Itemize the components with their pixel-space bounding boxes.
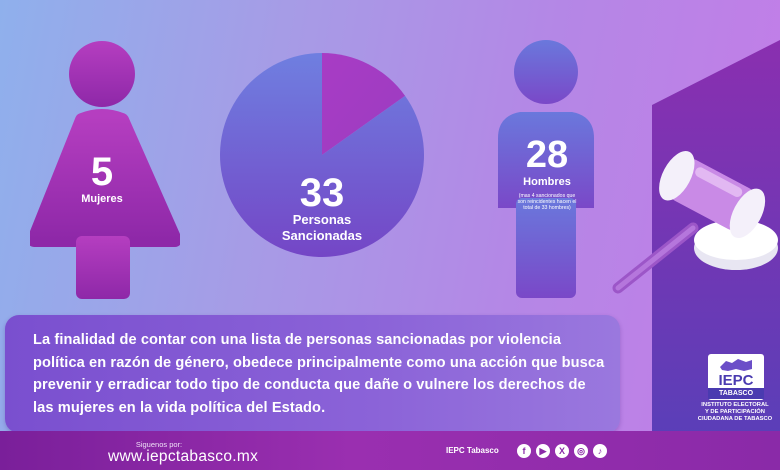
social-handle: IEPC Tabasco [446,446,499,455]
x-icon[interactable]: X [555,444,569,458]
men-note: (mas 4 sancionados que son reincidentes … [503,193,591,212]
logo-line2: Y DE PARTICIPACIÓN [705,409,765,416]
women-label: Mujeres [81,193,123,205]
pie-chart [220,53,424,257]
iepc-logo: IEPC TABASCO [708,354,764,400]
follow-label: Siguenos por: [135,440,183,449]
men-note-line1: (mas 4 sancionados que [518,193,576,199]
logo-acronym: IEPC [718,372,754,389]
tabasco-map-icon [720,359,752,371]
men-count: 28 [525,134,569,176]
women-figure-icon [30,41,180,299]
men-figure-icon [498,40,594,298]
men-note-line3: total de 33 hombres) [523,205,571,212]
gavel-icon [612,151,778,294]
logo-line3: CIUDADANA DE TABASCO [697,416,773,423]
pie-slice-hombres [220,53,424,257]
instagram-icon[interactable]: ◎ [574,444,588,458]
footer-bar [0,431,780,470]
youtube-icon[interactable]: ▶ [536,444,550,458]
logo-caption: INSTITUTO ELECTORAL Y DE PARTICIPACIÓN C… [690,402,780,424]
pie-slice-mujeres [322,53,406,155]
total-count: 33 [299,171,345,215]
men-note-line2: son reincidentes hacen el [517,199,577,206]
logo-state: TABASCO [708,388,764,399]
total-label-line1: Personas [292,212,352,227]
total-label-line2: Sancionadas [281,228,363,243]
total-label: Personas Sancionadas [262,212,382,244]
women-count: 5 [90,150,114,194]
description-banner: La finalidad de contar con una lista de … [5,315,620,433]
website-link[interactable]: www.iepctabasco.mx [108,448,259,465]
men-label: Hombres [523,176,571,188]
facebook-icon[interactable]: f [517,444,531,458]
logo-line1: INSTITUTO ELECTORAL [701,402,769,408]
tiktok-icon[interactable]: ♪ [593,444,607,458]
description-text: La finalidad de contar con una lista de … [33,332,605,416]
